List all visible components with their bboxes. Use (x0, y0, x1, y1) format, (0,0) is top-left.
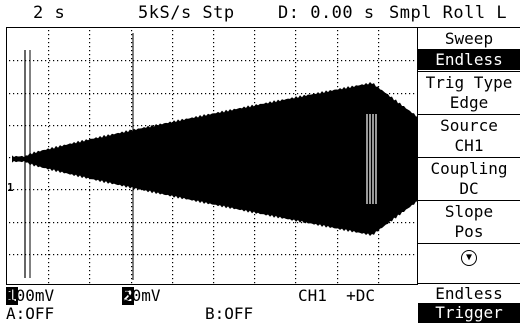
menu-footer-mode: Endless (418, 283, 520, 303)
ch2-scale-value: 50mV (122, 286, 161, 305)
menu-trig-type-label[interactable]: Trig Type (418, 71, 520, 92)
sample-rate-readout: 5kS/s Stp (138, 3, 235, 23)
menu-sweep-value[interactable]: Endless (418, 49, 520, 70)
circle-down-arrow-icon: ▼ (461, 250, 477, 266)
menu-trig-type-value[interactable]: Edge (418, 92, 520, 113)
menu-slope-label[interactable]: Slope (418, 200, 520, 221)
acquisition-mode: Smpl Roll L (389, 3, 508, 23)
time-base-readout: 2 s (33, 3, 66, 23)
math-b-status: B:OFF (205, 304, 254, 323)
softkey-menu: Sweep Endless Trig Type Edge Source CH1 … (418, 27, 520, 323)
ch1-waveform-envelope (12, 82, 417, 236)
menu-slope-value[interactable]: Pos (418, 221, 520, 242)
delay-readout: D: 0.00 s (278, 3, 375, 23)
menu-source-label[interactable]: Source (418, 114, 520, 135)
waveform-plot (9, 30, 417, 284)
status-bar: 2 s 5kS/s Stp D: 0.00 s Smpl Roll L (0, 0, 520, 26)
math-a-status: A:OFF (6, 304, 55, 323)
menu-coupling-value[interactable]: DC (418, 178, 520, 199)
menu-sweep-label[interactable]: Sweep (418, 27, 520, 48)
ch1-coupling-readout: CH1 +DC (298, 286, 376, 305)
trigger-cursors (24, 33, 377, 280)
menu-source-value[interactable]: CH1 (418, 135, 520, 156)
ch1-level-marker[interactable]: 1 (7, 181, 14, 194)
ch1-badge: 1 (6, 286, 18, 305)
ch1-scale-value: 100mV (6, 286, 55, 305)
menu-coupling-label[interactable]: Coupling (418, 157, 520, 178)
menu-footer-title: Trigger (418, 303, 520, 323)
ch2-badge: 2 (122, 286, 134, 305)
menu-more-button[interactable]: ▼ (418, 243, 520, 271)
waveform-screen: 1 2 (6, 27, 418, 285)
